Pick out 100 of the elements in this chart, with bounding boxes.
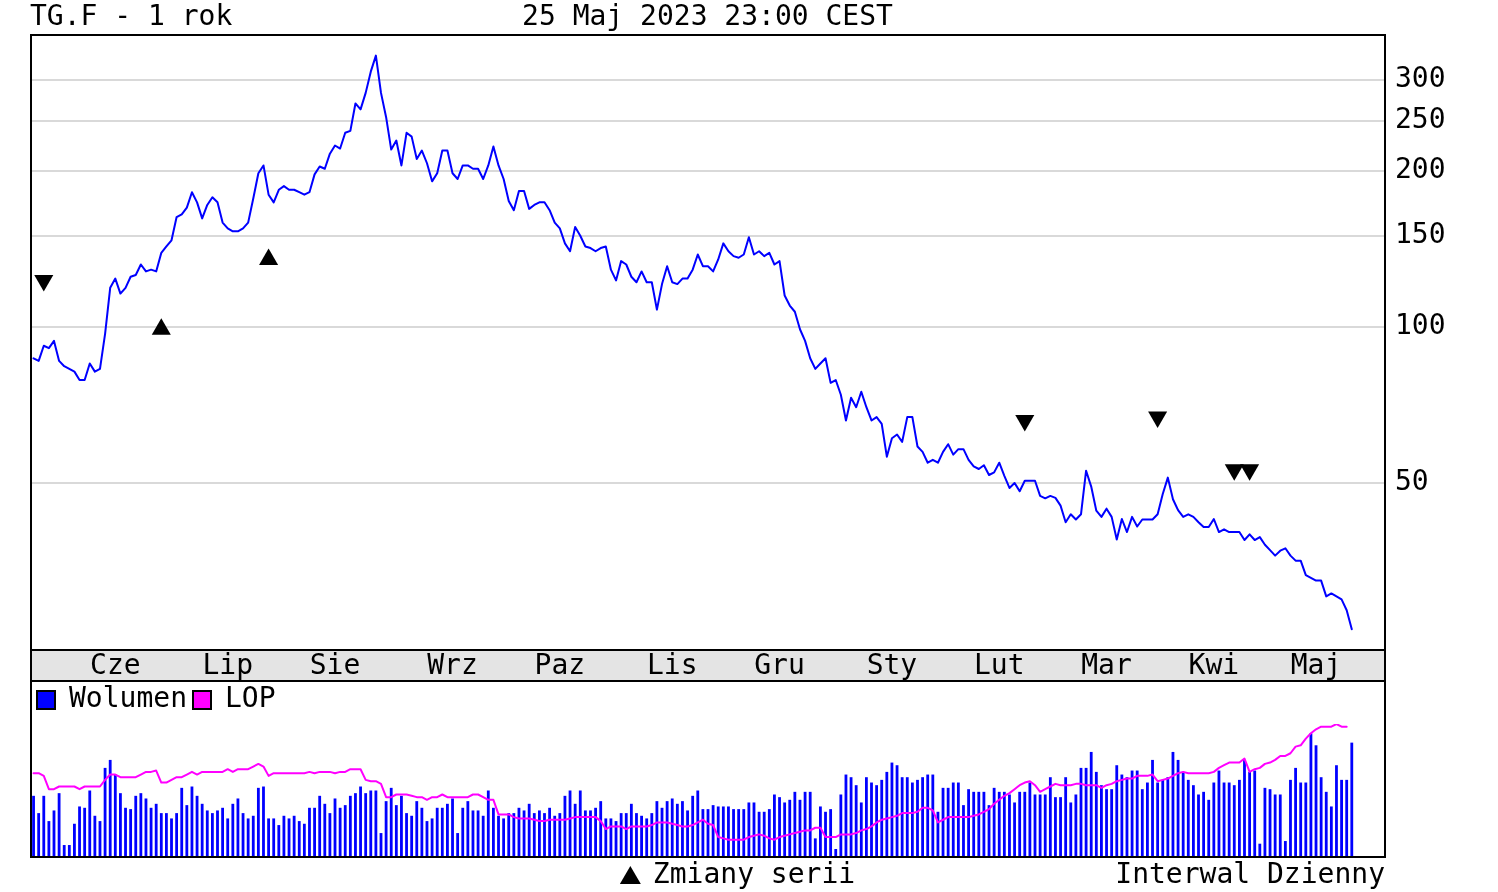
bar xyxy=(931,774,935,857)
bar xyxy=(1278,794,1282,857)
bar xyxy=(875,785,879,857)
bar xyxy=(210,813,214,857)
bar xyxy=(793,791,797,857)
bar xyxy=(711,805,715,857)
bar xyxy=(415,801,419,857)
bar xyxy=(497,815,500,857)
bar xyxy=(1243,759,1246,857)
bar xyxy=(1018,791,1022,857)
bar xyxy=(1212,782,1216,857)
bar xyxy=(951,782,955,857)
bar xyxy=(839,794,843,857)
bar xyxy=(691,795,695,857)
bar xyxy=(364,793,368,857)
bar xyxy=(670,798,674,857)
bar xyxy=(420,807,424,857)
bar xyxy=(37,813,41,857)
bar xyxy=(119,793,122,857)
bar xyxy=(885,771,889,857)
bar xyxy=(246,818,250,857)
bar xyxy=(318,795,322,857)
bar xyxy=(180,787,184,857)
bar xyxy=(558,813,562,857)
x-tick-label: Kwi xyxy=(1188,648,1240,682)
legend-label: Wolumen xyxy=(69,681,188,715)
bar xyxy=(338,807,342,857)
bar xyxy=(578,790,582,857)
bar xyxy=(410,815,414,857)
bar xyxy=(732,809,735,857)
bar xyxy=(1059,797,1062,857)
y-tick-label: 50 xyxy=(1395,464,1429,498)
bar xyxy=(1294,767,1297,857)
bar xyxy=(967,789,970,857)
bar xyxy=(461,807,465,857)
bar xyxy=(1100,785,1103,857)
bar xyxy=(507,813,511,857)
bar xyxy=(916,779,919,857)
bar xyxy=(1345,779,1349,857)
bar xyxy=(159,813,163,857)
bar xyxy=(354,793,357,857)
bar xyxy=(813,838,817,857)
bar xyxy=(348,795,352,857)
x-tick-label: Lut xyxy=(973,648,1025,682)
bar xyxy=(716,806,720,857)
bar xyxy=(1299,782,1303,857)
bar xyxy=(1166,777,1170,857)
bar xyxy=(108,759,112,857)
bar xyxy=(629,803,633,857)
bar xyxy=(727,806,730,857)
bar xyxy=(701,809,705,857)
bar xyxy=(251,815,255,857)
bar xyxy=(226,818,230,857)
bar xyxy=(1197,794,1200,857)
bar xyxy=(389,787,393,857)
bar xyxy=(665,801,669,857)
bar xyxy=(1115,765,1119,857)
bar xyxy=(1013,802,1016,857)
bar xyxy=(767,809,771,857)
bar xyxy=(1350,742,1354,857)
chart-title: TG.F - 1 rok xyxy=(30,0,233,32)
bar xyxy=(512,813,516,857)
bar xyxy=(1048,777,1052,857)
bar xyxy=(62,845,66,857)
bar xyxy=(824,811,827,857)
bar xyxy=(78,806,81,857)
bar xyxy=(1135,770,1139,857)
x-tick-label: Sty xyxy=(866,648,918,682)
bar xyxy=(113,774,117,857)
bar xyxy=(1232,785,1236,857)
bar xyxy=(926,774,930,857)
bar xyxy=(880,779,884,857)
bar xyxy=(527,803,531,857)
bar xyxy=(451,798,454,857)
bar xyxy=(262,786,265,857)
bar xyxy=(256,787,260,857)
bar xyxy=(829,809,833,857)
bar xyxy=(619,813,623,857)
bar xyxy=(1084,767,1088,857)
bar xyxy=(1161,779,1165,857)
bar xyxy=(589,810,592,857)
bar xyxy=(446,803,449,857)
bar xyxy=(864,777,868,857)
bar xyxy=(1253,770,1257,857)
bar xyxy=(543,813,546,857)
bar xyxy=(532,813,536,857)
bar xyxy=(277,825,281,857)
bar xyxy=(1156,782,1160,857)
x-tick-label: Maj xyxy=(1290,648,1342,682)
bar xyxy=(394,805,398,857)
bar xyxy=(502,818,506,857)
y-tick-label: 200 xyxy=(1395,152,1446,186)
annotation: Interwal Dzienny xyxy=(1115,857,1385,890)
bar xyxy=(686,810,689,857)
bar xyxy=(594,807,597,857)
bar xyxy=(1227,782,1231,857)
bar xyxy=(1283,841,1287,857)
x-tick-label: Lis xyxy=(646,648,698,682)
bar xyxy=(1335,765,1338,857)
bar xyxy=(134,795,138,857)
